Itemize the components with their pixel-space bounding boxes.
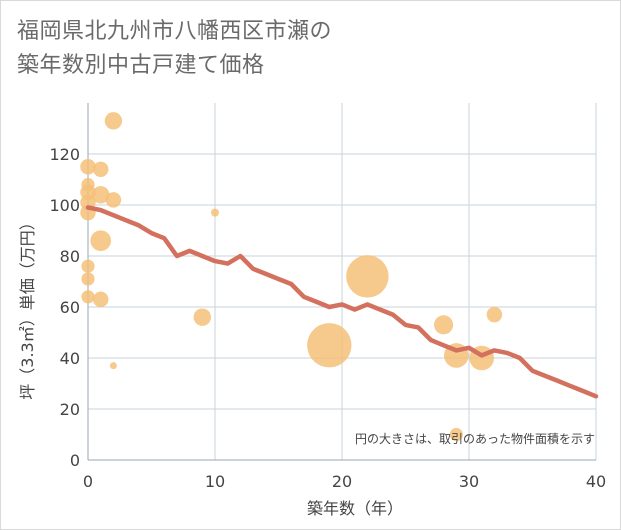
bubble-18 xyxy=(346,255,389,298)
y-tick-label-5: 100 xyxy=(49,196,80,215)
x-tick-label-3: 30 xyxy=(459,472,479,491)
y-tick-label-1: 20 xyxy=(60,400,80,419)
y-tick-label-6: 120 xyxy=(49,145,80,164)
bubble-17 xyxy=(307,323,352,368)
bubble-23 xyxy=(486,306,503,323)
y-axis-ticks: 0 20 40 60 80 100 120 xyxy=(49,145,80,470)
bubble-14 xyxy=(109,362,117,370)
y-axis-label: 坪（3.3㎡）単価（万円） xyxy=(18,214,37,399)
x-tick-label-0: 0 xyxy=(83,472,93,491)
bubble-21 xyxy=(449,427,463,442)
y-tick-label-2: 40 xyxy=(60,349,80,368)
x-tick-label-4: 40 xyxy=(586,472,606,491)
chart-title: 福岡県北九州市八幡西区市瀬の 築年数別中古戸建て価格 xyxy=(17,15,607,83)
x-tick-label-1: 10 xyxy=(205,472,225,491)
bubble-15 xyxy=(193,308,211,326)
bubble-13 xyxy=(105,192,122,208)
y-tick-label-4: 80 xyxy=(60,247,80,266)
bubble-11 xyxy=(92,291,109,308)
trend-line xyxy=(85,205,599,399)
x-axis-ticks: 0 10 20 30 40 xyxy=(83,472,606,491)
bubble-10 xyxy=(90,230,112,252)
bubble-6 xyxy=(81,272,95,286)
trend-series xyxy=(85,205,599,399)
x-tick-label-2: 20 xyxy=(332,472,352,491)
grid xyxy=(87,103,597,461)
y-tick-label-3: 60 xyxy=(60,298,80,317)
bubble-5 xyxy=(81,259,95,273)
bubble-0 xyxy=(80,159,96,175)
bubble-9 xyxy=(92,186,110,204)
bubble-8 xyxy=(92,161,109,178)
x-axis-label: 築年数（年） xyxy=(307,499,403,518)
bubble-7 xyxy=(81,290,95,304)
bubble-19 xyxy=(434,315,454,335)
bubble-16 xyxy=(210,208,220,217)
chart-title-line-2: 築年数別中古戸建て価格 xyxy=(17,53,265,78)
bubble-size-note: 円の大きさは、取引のあった物件面積を示す xyxy=(355,431,595,446)
y-tick-label-0: 0 xyxy=(70,451,80,470)
chart-title-line-1: 福岡県北九州市八幡西区市瀬の xyxy=(17,19,333,44)
bubble-12 xyxy=(104,112,123,130)
bubble-series xyxy=(80,112,503,442)
